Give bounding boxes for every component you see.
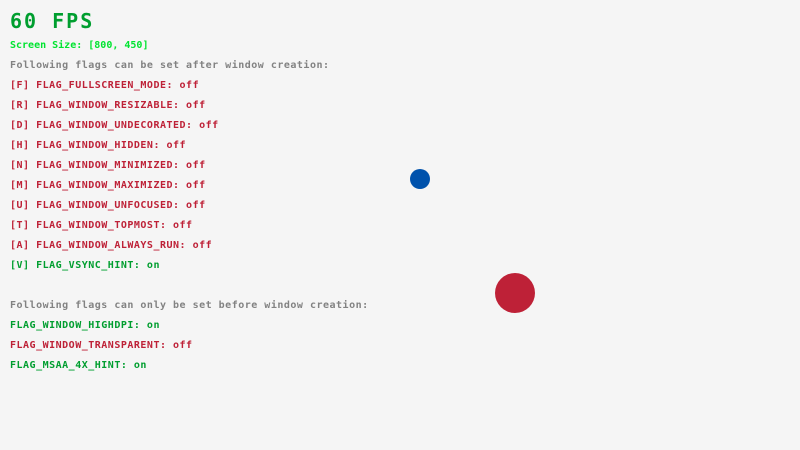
flag-row: [V] FLAG_VSYNC_HINT: on (10, 260, 160, 271)
flag-row: [R] FLAG_WINDOW_RESIZABLE: off (10, 100, 206, 111)
section-after-creation-header: Following flags can be set after window … (10, 60, 330, 71)
section-before-creation-header: Following flags can only be set before w… (10, 300, 369, 311)
flag-row: FLAG_WINDOW_TRANSPARENT: off (10, 340, 193, 351)
flag-row: [N] FLAG_WINDOW_MINIMIZED: off (10, 160, 206, 171)
flag-row: FLAG_WINDOW_HIGHDPI: on (10, 320, 160, 331)
flag-row: [F] FLAG_FULLSCREEN_MODE: off (10, 80, 200, 91)
flag-row: [D] FLAG_WINDOW_UNDECORATED: off (10, 120, 219, 131)
screen-size-label: Screen Size: [800, 450] (10, 40, 149, 51)
flags-after-creation-list: [F] FLAG_FULLSCREEN_MODE: off [R] FLAG_WI… (10, 80, 800, 280)
flag-row: [A] FLAG_WINDOW_ALWAYS_RUN: off (10, 240, 213, 251)
fps-counter: 60 FPS (10, 9, 95, 33)
flag-row: [T] FLAG_WINDOW_TOPMOST: off (10, 220, 193, 231)
flags-before-creation-list: FLAG_WINDOW_HIGHDPI: on FLAG_WINDOW_TRANS… (10, 320, 800, 380)
flag-row: FLAG_MSAA_4X_HINT: on (10, 360, 147, 371)
flag-row: [H] FLAG_WINDOW_HIDDEN: off (10, 140, 187, 151)
flag-row: [U] FLAG_WINDOW_UNFOCUSED: off (10, 200, 206, 211)
flag-row: [M] FLAG_WINDOW_MAXIMIZED: off (10, 180, 206, 191)
